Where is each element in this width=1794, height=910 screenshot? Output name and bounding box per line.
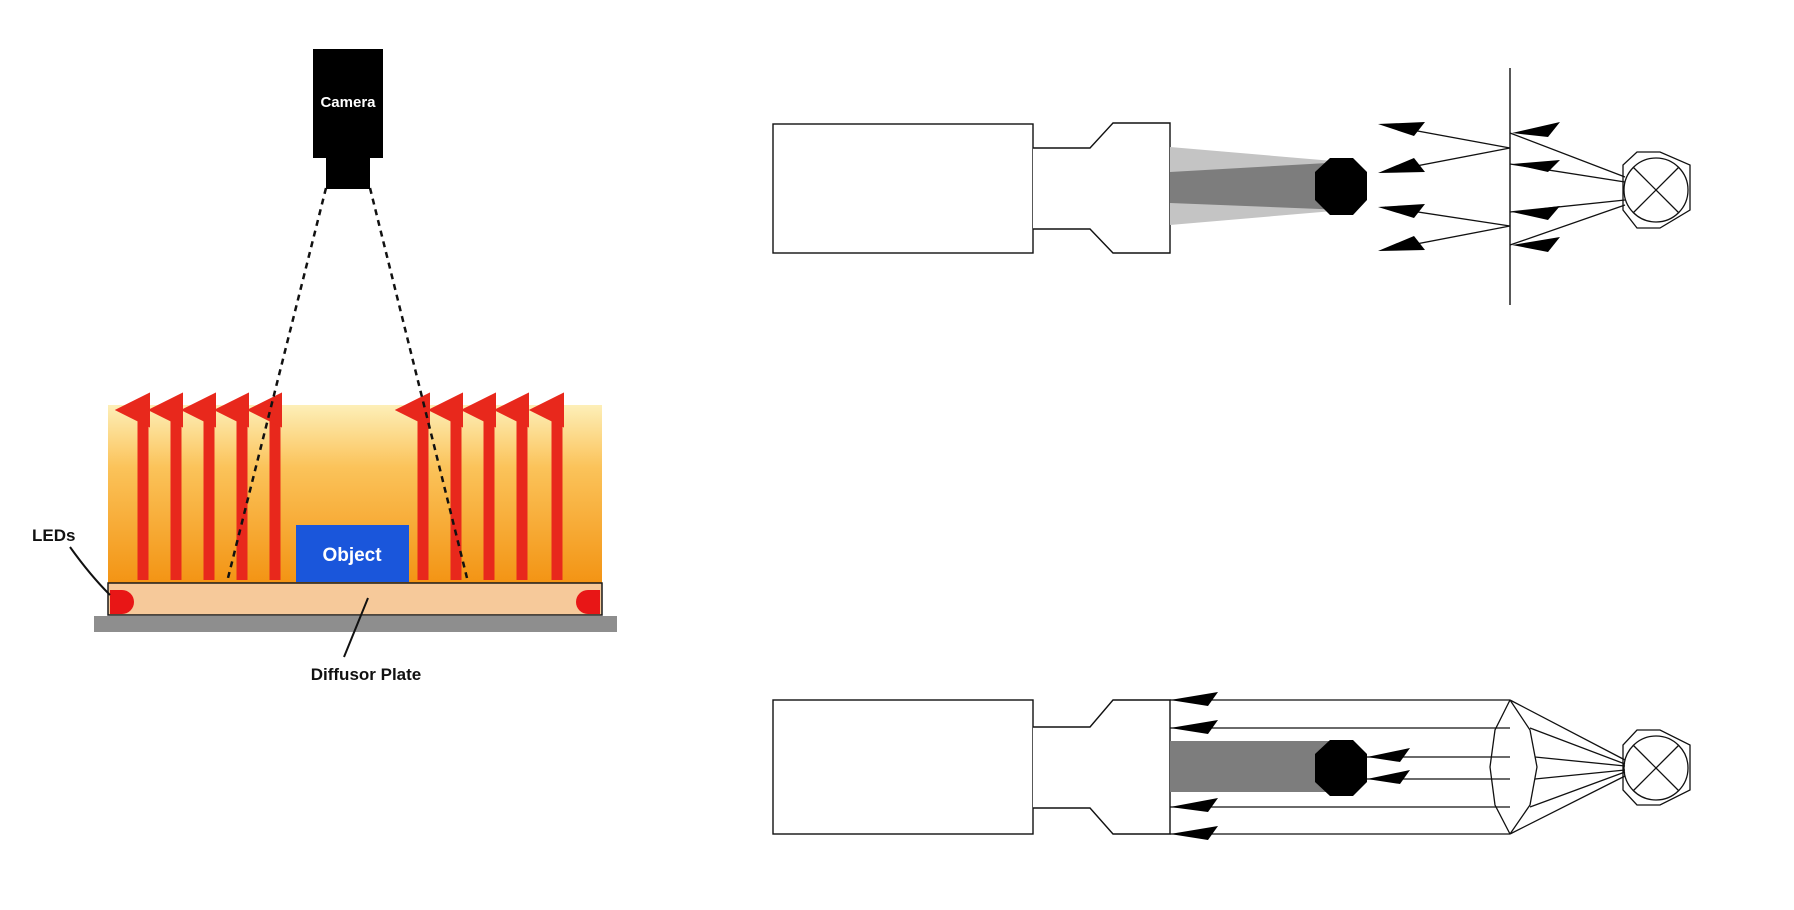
camera-lens [326,158,370,189]
ray [1509,775,1626,835]
arrowhead [1378,158,1425,173]
lamp-ray-arrowheads [1512,122,1560,252]
object-label: Object [322,545,382,566]
lamp-top [1622,151,1691,229]
object-octagon-bottom [1315,740,1367,796]
backlight-figure: Object Camera LEDs Diffusor Plate [32,49,617,684]
diffusor-label: Diffusor Plate [311,665,422,684]
light-rays [114,392,565,580]
scattered-rays [1384,124,1511,251]
lens-outline [1509,699,1538,835]
led-left [110,590,134,614]
base-plate [94,616,617,632]
ray [1509,699,1626,761]
camera-body [313,49,383,158]
lamp-cross [1632,166,1680,214]
ray [1529,771,1626,808]
camera-body-top [772,123,1034,254]
lens-outline [1489,699,1511,835]
lens-barrel-top [1033,122,1171,254]
ray [1534,769,1626,780]
arrowhead [1367,770,1410,784]
ray [1509,132,1626,178]
arrowhead [1378,204,1425,218]
camera-field-of-view [226,187,469,579]
ray [1529,727,1626,765]
arrowhead [1170,692,1218,706]
arrowhead [1378,122,1425,136]
lamp-to-diffuser-rays [1509,132,1626,246]
diffusor-plate [107,582,603,616]
leds-label: LEDs [32,526,75,545]
camera-body-bottom [772,699,1034,835]
diffusor-pointer [343,597,369,658]
ray [1509,204,1626,246]
camera-label: Camera [320,94,376,111]
parallel-rays [1170,699,1510,835]
arrowhead [1367,748,1410,762]
lens-barrel-bottom [1033,699,1171,835]
umbra-shadow [1170,162,1345,210]
led-right [576,590,600,614]
arrowhead [1512,122,1560,137]
arrowhead [1512,160,1560,172]
fov-line-right [368,187,469,579]
collimating-lens [1489,699,1538,835]
parallel-ray-arrowheads [1170,692,1410,840]
arrowhead [1512,237,1560,252]
diffuse-backlight-figure [772,68,1691,305]
collimated-backlight-figure [772,692,1691,840]
object-shadow [1170,741,1340,792]
arrowhead [1170,798,1218,812]
arrowhead [1512,206,1560,220]
object-octagon-top [1315,158,1367,215]
fov-line-left [226,187,328,579]
leds-pointer [69,546,111,596]
ray [1534,756,1626,767]
lamp-bottom [1622,729,1691,806]
object-block [296,525,409,582]
arrowhead [1378,236,1425,251]
arrowhead [1170,720,1218,734]
arrowhead [1170,826,1218,840]
scattered-ray-arrowheads [1378,122,1425,251]
lamp-cross [1632,744,1680,792]
lamp-to-lens-rays [1509,699,1626,835]
